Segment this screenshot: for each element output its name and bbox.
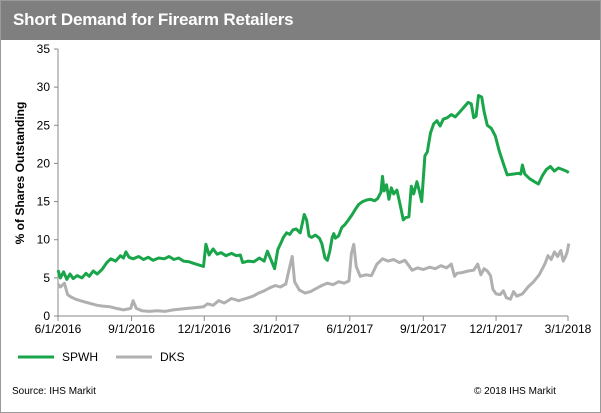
legend-label-spwh: SPWH: [62, 350, 98, 364]
x-tick-label: 12/1/2017: [469, 322, 523, 336]
x-tick-label: 9/1/2017: [400, 322, 447, 336]
y-tick-label: 20: [37, 156, 51, 170]
chart-title: Short Demand for Firearm Retailers: [13, 10, 294, 29]
y-tick-label: 5: [43, 271, 50, 285]
legend-label-dks: DKS: [160, 350, 185, 364]
x-tick-label: 6/1/2016: [35, 322, 82, 336]
series-line-spwh: [56, 94, 570, 281]
y-tick-label: 35: [37, 42, 51, 56]
y-tick-label: 25: [37, 118, 51, 132]
x-tick-label: 6/1/2017: [326, 322, 373, 336]
copyright-note: © 2018 IHS Markit: [474, 386, 556, 397]
y-axis-label: % of Shares Outstanding: [13, 102, 27, 245]
x-tick-label: 3/1/2017: [253, 322, 300, 336]
y-tick-label: 10: [37, 233, 51, 247]
title-bar: Short Demand for Firearm Retailers: [1, 1, 600, 40]
y-tick-label: 30: [37, 80, 51, 94]
series-line-dks: [56, 242, 571, 313]
x-tick-label: 12/1/2016: [178, 322, 232, 336]
y-tick-label: 15: [37, 195, 51, 209]
y-tick-label: 0: [43, 309, 50, 323]
x-tick-label: 9/1/2016: [108, 322, 155, 336]
source-note: Source: IHS Markit: [12, 386, 96, 397]
x-tick-label: 3/1/2018: [545, 322, 592, 336]
